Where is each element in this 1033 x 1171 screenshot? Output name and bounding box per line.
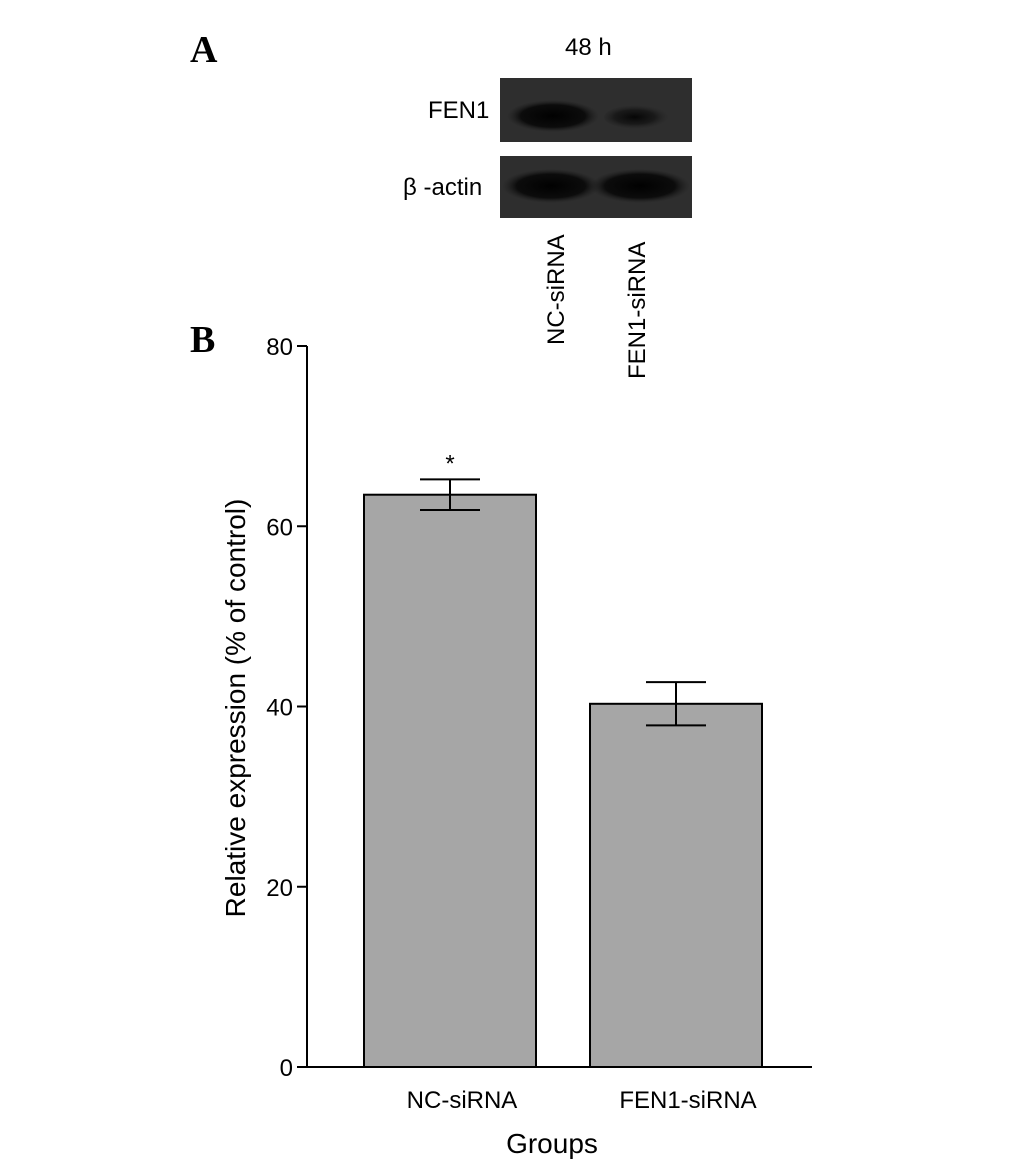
panel-label-b: B: [190, 319, 216, 361]
bar: [363, 493, 537, 1068]
y-tick-label: 60: [266, 514, 293, 541]
y-axis-label: Relative expression (% of control): [220, 499, 251, 918]
actin-band-nc: [502, 169, 600, 203]
error-bar: [420, 478, 480, 512]
bar: [589, 702, 763, 1068]
y-tick-label: 0: [280, 1055, 293, 1082]
x-tick-label: FEN1-siRNA: [619, 1087, 756, 1114]
blot-band-label-actin: β -actin: [403, 174, 483, 201]
fen1-band-nc: [507, 100, 599, 132]
panel-label-a: A: [190, 29, 218, 71]
y-tick-label: 80: [266, 334, 293, 361]
actin-band-fen1: [590, 169, 690, 203]
error-bar: [646, 681, 706, 727]
blot-timepoint: 48 h: [565, 34, 612, 61]
significance-marker: *: [445, 450, 454, 477]
blot-band-label-fen1: FEN1: [428, 97, 490, 124]
y-tick-label: 40: [266, 695, 293, 722]
fen1-band-fen1: [604, 105, 672, 129]
x-axis-label: Groups: [506, 1128, 598, 1159]
x-tick-label: NC-siRNA: [407, 1087, 518, 1114]
y-tick-label: 20: [266, 875, 293, 902]
